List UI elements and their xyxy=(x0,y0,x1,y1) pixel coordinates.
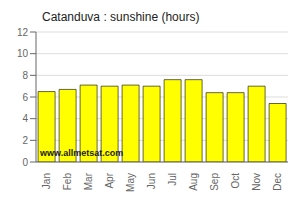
svg-text:6: 6 xyxy=(22,92,28,103)
svg-text:Jan: Jan xyxy=(41,173,52,189)
svg-text:12: 12 xyxy=(17,27,29,38)
svg-text:2: 2 xyxy=(22,135,28,146)
html-text:www.allmetsat.com: www.allmetsat.com xyxy=(40,148,124,158)
svg-text:0: 0 xyxy=(22,157,28,168)
svg-text:Feb: Feb xyxy=(62,173,73,191)
svg-text:Nov: Nov xyxy=(251,173,262,191)
svg-text:Jun: Jun xyxy=(146,173,157,189)
svg-text:May: May xyxy=(125,173,136,192)
svg-text:Dec: Dec xyxy=(272,173,283,191)
svg-text:Aug: Aug xyxy=(188,173,199,191)
svg-text:Oct: Oct xyxy=(230,173,241,189)
html-text:Catanduva : sunshine (hours): Catanduva : sunshine (hours) xyxy=(42,10,200,24)
svg-text:Sep: Sep xyxy=(209,173,220,191)
svg-text:Mar: Mar xyxy=(83,172,94,190)
svg-text:8: 8 xyxy=(22,70,28,81)
svg-text:4: 4 xyxy=(22,113,28,124)
svg-text:10: 10 xyxy=(17,48,29,59)
svg-text:Apr: Apr xyxy=(104,172,115,188)
svg-text:Jul: Jul xyxy=(167,173,178,186)
